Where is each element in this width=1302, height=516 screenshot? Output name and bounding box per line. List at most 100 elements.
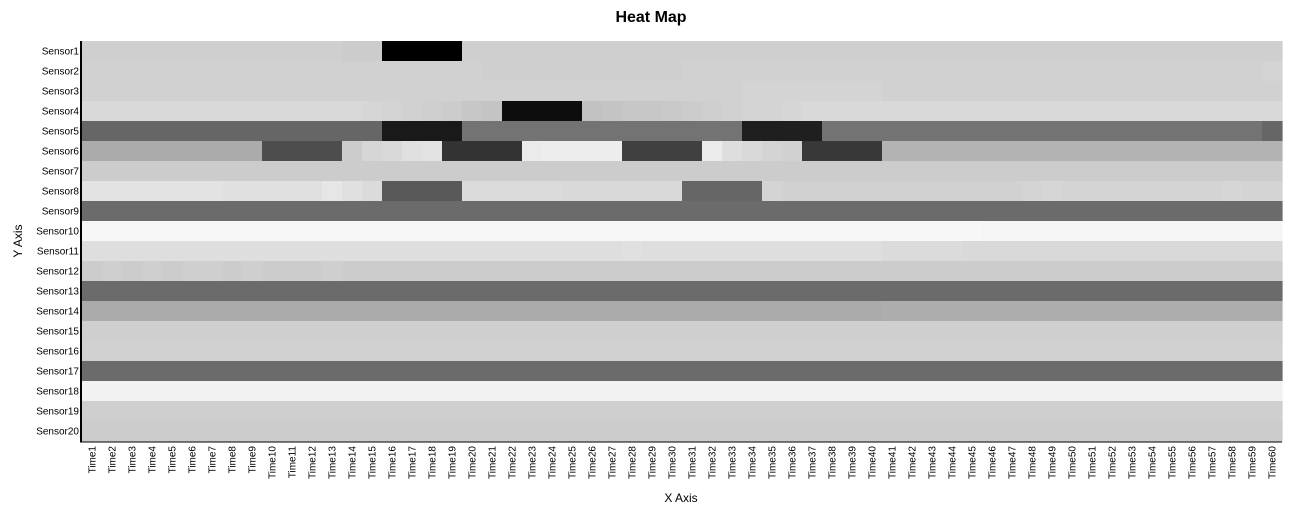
- heatmap-cell: [142, 201, 163, 222]
- heatmap-cell: [342, 141, 363, 162]
- heatmap-cell: [82, 141, 103, 162]
- heatmap-cell: [622, 201, 643, 222]
- heatmap-cell: [322, 61, 343, 82]
- heatmap-cell: [642, 301, 663, 322]
- heatmap-cell: [842, 141, 863, 162]
- heatmap-cell: [802, 401, 823, 422]
- heatmap-cell: [122, 101, 143, 122]
- heatmap-cell: [202, 241, 223, 262]
- heatmap-cell: [1102, 181, 1123, 202]
- heatmap-cell: [242, 181, 263, 202]
- heatmap-cell: [762, 401, 783, 422]
- heatmap-cell: [762, 121, 783, 142]
- heatmap-cell: [182, 161, 203, 182]
- x-tick-label: Time12: [308, 446, 319, 479]
- heatmap-cell: [682, 321, 703, 342]
- heatmap-cell: [622, 301, 643, 322]
- heatmap-cell: [222, 61, 243, 82]
- heatmap-cell: [202, 321, 223, 342]
- heatmap-cell: [942, 281, 963, 302]
- heatmap-cell: [122, 201, 143, 222]
- heatmap-cell: [622, 141, 643, 162]
- heatmap-cell: [822, 221, 843, 242]
- y-tick-label: Sensor14: [36, 307, 79, 318]
- heatmap-cell: [522, 341, 543, 362]
- heatmap-cell: [582, 141, 603, 162]
- heatmap-cell: [1162, 121, 1183, 142]
- x-tick-label: Time42: [908, 446, 919, 479]
- heatmap-cell: [662, 121, 683, 142]
- heatmap-cell: [1082, 101, 1103, 122]
- heatmap-cell: [1202, 281, 1223, 302]
- heatmap-cell: [922, 241, 943, 262]
- heatmap-cell: [382, 241, 403, 262]
- heatmap-cell: [102, 101, 123, 122]
- heatmap-cell: [162, 301, 183, 322]
- heatmap-cell: [622, 361, 643, 382]
- heatmap-cell: [1182, 421, 1203, 442]
- heatmap-cell: [202, 221, 223, 242]
- heatmap-cell: [762, 241, 783, 262]
- heatmap-cell: [722, 381, 743, 402]
- heatmap-cell: [142, 301, 163, 322]
- heatmap-cell: [1142, 101, 1163, 122]
- heatmap-cell: [342, 281, 363, 302]
- heatmap-cell: [642, 341, 663, 362]
- heatmap-cell: [762, 81, 783, 102]
- heatmap-cell: [442, 241, 463, 262]
- heatmap-cell: [302, 321, 323, 342]
- heatmap-cell: [202, 101, 223, 122]
- heatmap-cell: [342, 241, 363, 262]
- heatmap-cell: [1002, 61, 1023, 82]
- heatmap-cell: [522, 321, 543, 342]
- heatmap-cell: [1102, 121, 1123, 142]
- heatmap-cell: [842, 281, 863, 302]
- heatmap-cell: [402, 321, 423, 342]
- heatmap-cell: [122, 241, 143, 262]
- heatmap-cell: [502, 321, 523, 342]
- heatmap-cell: [1122, 161, 1143, 182]
- heatmap-cell: [702, 401, 723, 422]
- heatmap-cell: [1242, 161, 1263, 182]
- heatmap-cell: [762, 181, 783, 202]
- heatmap-cell: [662, 261, 683, 282]
- heatmap-cell: [682, 101, 703, 122]
- heatmap-cell: [482, 61, 503, 82]
- heatmap-cell: [522, 61, 543, 82]
- heatmap-cell: [422, 321, 443, 342]
- x-tick-label: Time8: [228, 446, 239, 474]
- heatmap-cell: [202, 341, 223, 362]
- heatmap-cell: [262, 341, 283, 362]
- heatmap-cell: [122, 341, 143, 362]
- y-tick-label: Sensor17: [36, 367, 79, 378]
- heatmap-cell: [582, 381, 603, 402]
- heatmap-cell: [1062, 341, 1083, 362]
- heatmap-cell: [1042, 121, 1063, 142]
- heatmap-cell: [302, 201, 323, 222]
- heatmap-cell: [302, 241, 323, 262]
- heatmap-cell: [922, 201, 943, 222]
- x-tick-label: Time7: [208, 446, 219, 474]
- heatmap-cell: [1082, 241, 1103, 262]
- heatmap-cell: [422, 361, 443, 382]
- heatmap-cell: [162, 141, 183, 162]
- heatmap-cell: [602, 41, 623, 62]
- heatmap-cell: [942, 81, 963, 102]
- heatmap-cell: [702, 101, 723, 122]
- heatmap-cell: [1222, 181, 1243, 202]
- heatmap-cell: [982, 221, 1003, 242]
- heatmap-cell: [502, 341, 523, 362]
- heatmap-cell: [1022, 401, 1043, 422]
- heatmap-cell: [102, 341, 123, 362]
- heatmap-cell: [882, 201, 903, 222]
- heatmap-cell: [902, 161, 923, 182]
- heatmap-cell: [282, 381, 303, 402]
- heatmap-cell: [562, 41, 583, 62]
- heatmap-cell: [262, 381, 283, 402]
- heatmap-cell: [862, 141, 883, 162]
- heatmap-cell: [602, 261, 623, 282]
- heatmap-cell: [282, 261, 303, 282]
- heatmap-cell: [642, 221, 663, 242]
- heatmap-cell: [402, 261, 423, 282]
- heatmap-cell: [1002, 161, 1023, 182]
